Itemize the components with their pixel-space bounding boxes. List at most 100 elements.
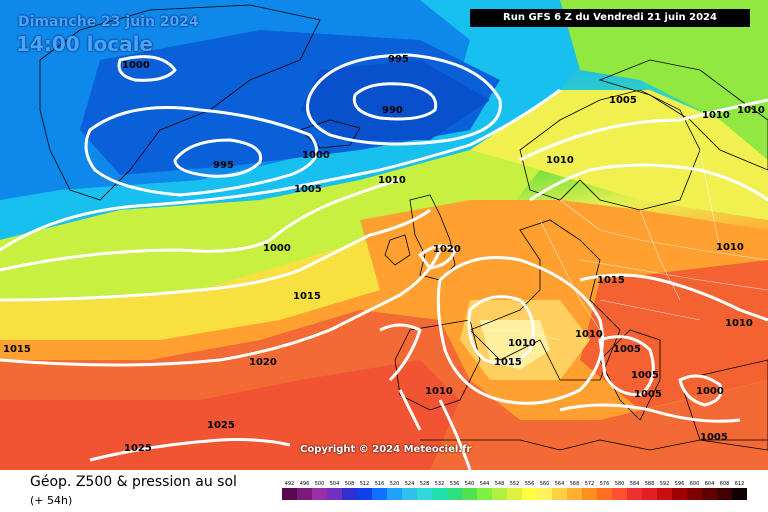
legend-value: 576 [599, 481, 610, 487]
isobar-label: 1015 [293, 291, 321, 302]
legend-swatch [357, 488, 372, 500]
legend-swatch [477, 488, 492, 500]
isobar-label: 1005 [700, 432, 728, 443]
legend-entry: 500 [312, 480, 327, 500]
legend-value: 508 [344, 481, 355, 487]
isobar-label: 1015 [597, 275, 625, 286]
legend-value: 492 [284, 481, 295, 487]
pressure-map: 1000 995 990 995 1000 1005 1010 1000 101… [0, 0, 768, 470]
legend-entry: 528 [417, 480, 432, 500]
legend-entry: 492 [282, 480, 297, 500]
legend-value: 600 [689, 481, 700, 487]
legend-value: 540 [464, 481, 475, 487]
isobar-label: 1015 [3, 344, 31, 355]
legend-entry: 560 [537, 480, 552, 500]
isobar-label: 1000 [302, 150, 330, 161]
legend-entry: 568 [567, 480, 582, 500]
legend-swatch [717, 488, 732, 500]
legend-entry: 592 [657, 480, 672, 500]
legend-value: 604 [704, 481, 715, 487]
model-run-label: Run GFS 6 Z du Vendredi 21 juin 2024 [470, 9, 750, 27]
legend-swatch [567, 488, 582, 500]
legend-entry: 584 [627, 480, 642, 500]
legend-swatch [687, 488, 702, 500]
legend-entry: 540 [462, 480, 477, 500]
isobar-label: 1010 [378, 175, 406, 186]
legend-entry: 520 [387, 480, 402, 500]
legend-value: 580 [614, 481, 625, 487]
legend-entry: 532 [432, 480, 447, 500]
copyright-notice: Copyright © 2024 Meteociel.fr [300, 444, 472, 455]
legend-entry: 508 [342, 480, 357, 500]
legend-swatch [387, 488, 402, 500]
legend-value: 520 [389, 481, 400, 487]
legend-value: 496 [299, 481, 310, 487]
legend-entry: 596 [672, 480, 687, 500]
legend-value: 532 [434, 481, 445, 487]
forecast-lead-time: (+ 54h) [30, 494, 73, 507]
legend-entry: 544 [477, 480, 492, 500]
isobar-label: 1010 [546, 155, 574, 166]
isobar-label: 1000 [263, 243, 291, 254]
legend-swatch [642, 488, 657, 500]
legend-value: 612 [734, 481, 745, 487]
legend-swatch [582, 488, 597, 500]
legend-entry: 512 [357, 480, 372, 500]
legend-entry: 556 [522, 480, 537, 500]
legend-value: 552 [509, 481, 520, 487]
isobar-label: 1015 [494, 357, 522, 368]
legend-swatch [327, 488, 342, 500]
legend-swatch [342, 488, 357, 500]
legend-swatch [282, 488, 297, 500]
legend-value: 608 [719, 481, 730, 487]
legend-value: 596 [674, 481, 685, 487]
legend-entry: 572 [582, 480, 597, 500]
legend-value: 528 [419, 481, 430, 487]
isobar-label: 1010 [725, 318, 753, 329]
legend-swatch [492, 488, 507, 500]
isobar-label: 1005 [613, 344, 641, 355]
legend-entry: 516 [372, 480, 387, 500]
legend-swatch [672, 488, 687, 500]
legend-value: 524 [404, 481, 415, 487]
legend-entry: 564 [552, 480, 567, 500]
isobar-label: 1010 [508, 338, 536, 349]
legend-swatch [312, 488, 327, 500]
legend-swatch [372, 488, 387, 500]
legend-swatch [627, 488, 642, 500]
legend-value: 548 [494, 481, 505, 487]
isobar-label: 995 [213, 160, 234, 171]
legend-value: 584 [629, 481, 640, 487]
isobar-label: 1005 [631, 370, 659, 381]
legend-value: 556 [524, 481, 535, 487]
isobar-label: 1010 [737, 105, 765, 116]
legend-value: 592 [659, 481, 670, 487]
map-title: Géop. Z500 & pression au sol [30, 474, 237, 490]
legend-value: 544 [479, 481, 490, 487]
legend-swatch [417, 488, 432, 500]
legend-swatch [657, 488, 672, 500]
legend-swatch [432, 488, 447, 500]
legend-entry: 580 [612, 480, 627, 500]
isobar-label: 1010 [425, 386, 453, 397]
forecast-date: Dimanche 23 juin 2024 [18, 14, 199, 30]
isobar-label: 995 [388, 54, 409, 65]
legend-entry: 496 [297, 480, 312, 500]
legend-entry: 588 [642, 480, 657, 500]
legend-value: 512 [359, 481, 370, 487]
isobar-label: 1005 [634, 389, 662, 400]
legend-swatch [522, 488, 537, 500]
isobar-label: 1020 [249, 357, 277, 368]
legend-value: 564 [554, 481, 565, 487]
legend-value: 500 [314, 481, 325, 487]
legend-swatch [702, 488, 717, 500]
color-scale-legend: 492 496 500 504 508 512 516 520 524 528 532 536 540 5… [282, 480, 747, 500]
legend-value: 588 [644, 481, 655, 487]
legend-swatch [447, 488, 462, 500]
isobar-label: 1005 [609, 95, 637, 106]
legend-swatch [552, 488, 567, 500]
legend-entry: 548 [492, 480, 507, 500]
isobar-label: 1005 [294, 184, 322, 195]
legend-entry: 504 [327, 480, 342, 500]
